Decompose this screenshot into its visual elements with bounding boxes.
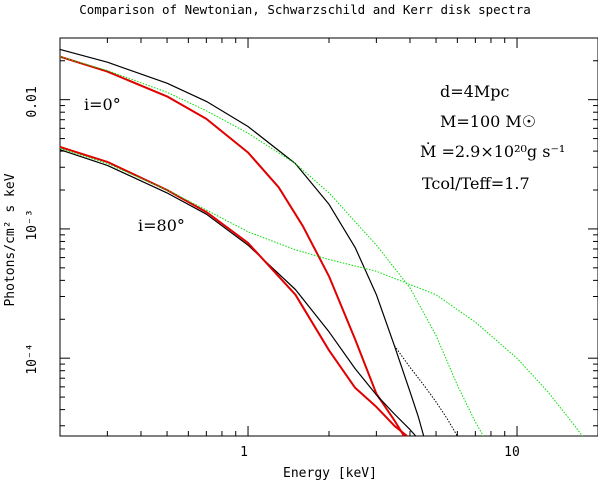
label-i80: i=80° xyxy=(138,216,185,235)
series-line-1 xyxy=(393,345,458,437)
series-line-5 xyxy=(59,146,408,437)
series-line-0 xyxy=(59,48,425,437)
x-tick-label-10: 10 xyxy=(504,445,520,460)
series-lines xyxy=(59,48,583,437)
y-tick-label-0.01: 0.01 xyxy=(25,86,40,117)
series-line-4 xyxy=(59,149,417,437)
y-tick-label-1e-3: 10⁻³ xyxy=(25,209,40,240)
x-axis-label: Energy [keV] xyxy=(283,466,377,481)
chart-title: Comparison of Newtonian, Schwarzschild a… xyxy=(79,2,531,17)
y-tick-label-1e-4: 10⁻⁴ xyxy=(25,343,40,374)
plot-frame xyxy=(59,37,598,437)
annotation-accretion-rate: Ṁ =2.9×10²⁰g s⁻¹ xyxy=(420,141,565,161)
x-tick-label-1: 1 xyxy=(240,445,248,460)
annotation-color-correction: Tcol/Teff=1.7 xyxy=(422,174,530,193)
series-line-3 xyxy=(59,56,484,437)
annotation-distance: d=4Mpc xyxy=(440,82,509,101)
axis-ticks xyxy=(59,37,598,436)
label-i0: i=0° xyxy=(84,95,121,114)
y-axis-label: Photons/cm² s keV xyxy=(3,173,18,306)
annotation-mass: M=100 M☉ xyxy=(440,112,536,131)
series-line-6 xyxy=(59,147,583,437)
